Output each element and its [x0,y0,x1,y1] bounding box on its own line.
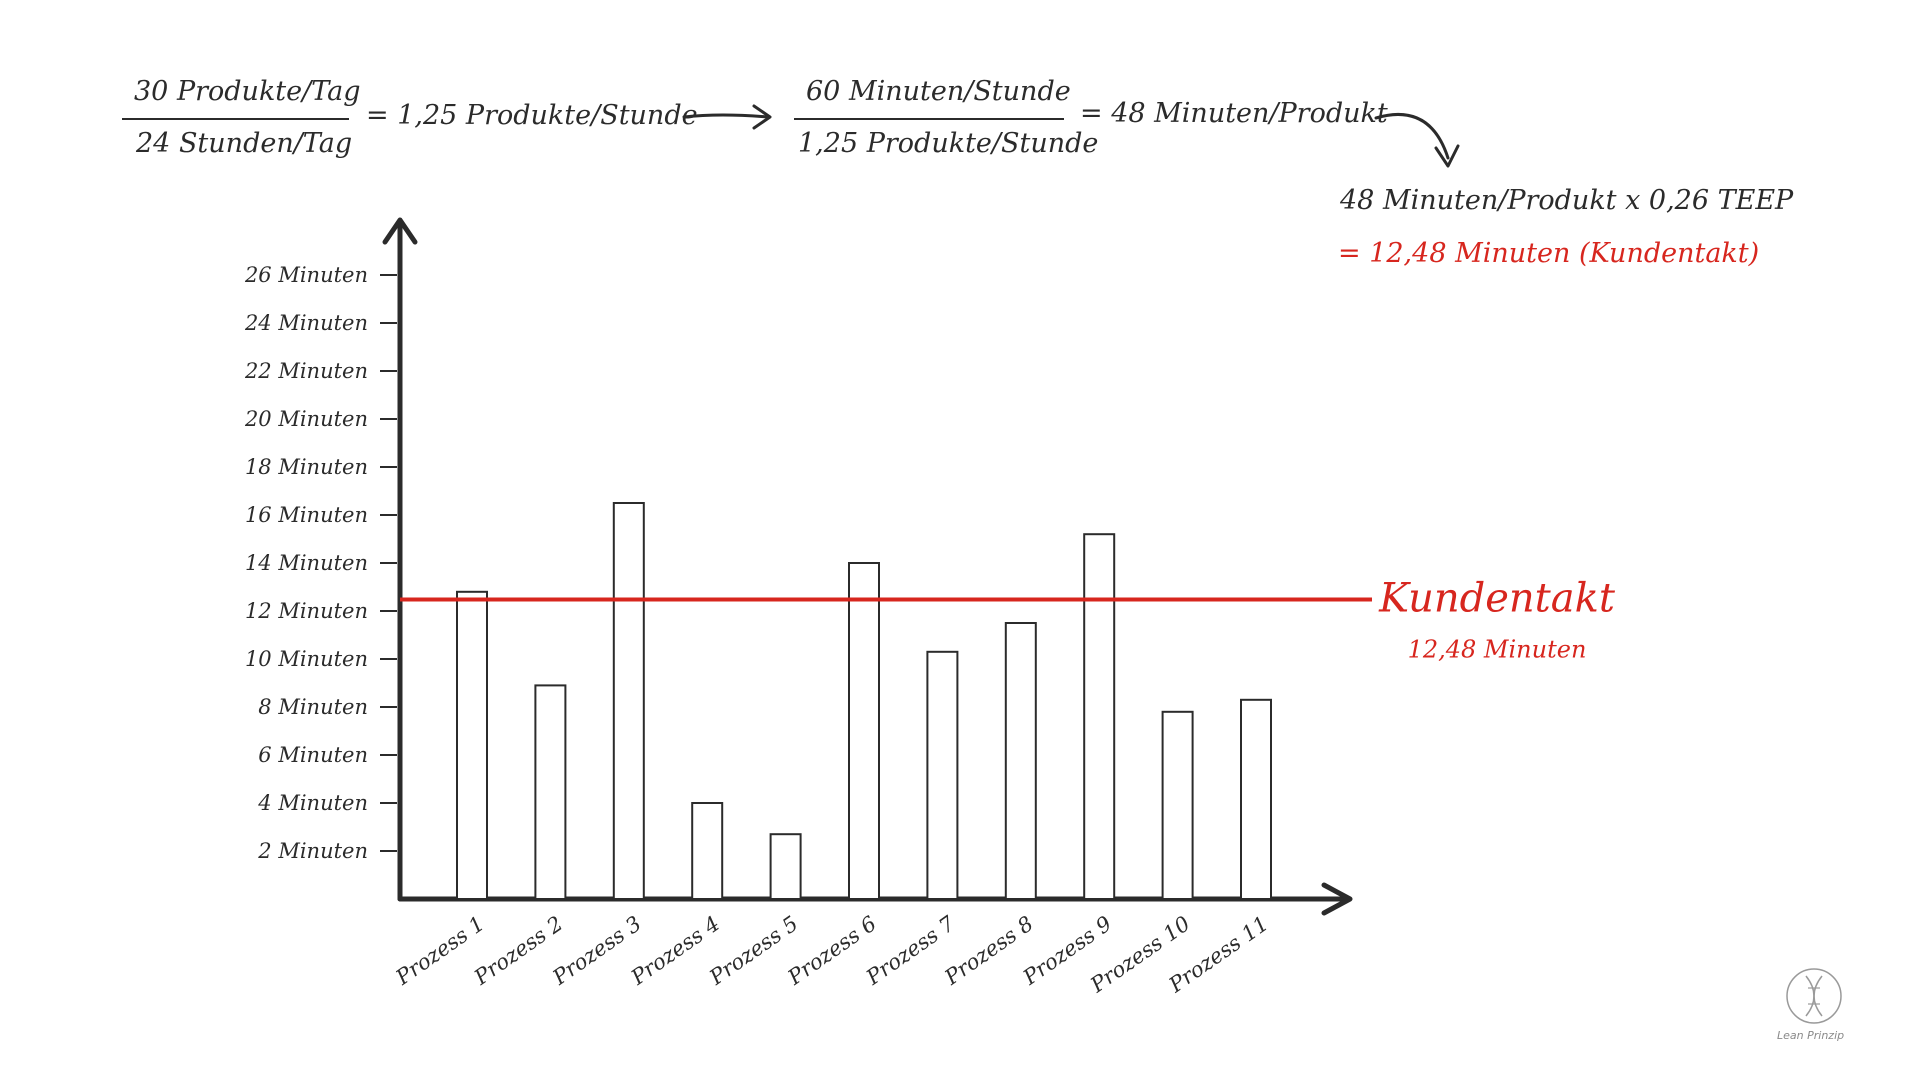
bar [848,562,880,900]
y-tick-label: 26 Minuten [244,263,368,287]
bar [926,650,959,900]
category-label: Prozess 4 [626,911,724,990]
category-label: Prozess 8 [940,911,1038,990]
y-tick-label: 18 Minuten [245,455,368,479]
teep-calculation: 48 Minuten/Produkt x 0,26 TEEP [1340,185,1794,216]
category-label: Prozess 5 [704,911,802,990]
y-tick-label: 20 Minuten [244,407,368,431]
bar [612,502,645,900]
y-axis-arrowhead [382,217,418,245]
y-tick-label: 2 Minuten [257,839,368,863]
y-tick-label: 14 Minuten [245,551,368,575]
y-tick-label: 10 Minuten [245,647,368,671]
takt-value-label: 12,48 Minuten [1408,635,1587,663]
y-tick-label: 4 Minuten [257,791,368,815]
fraction-bar-1 [122,118,349,120]
y-tick-label: 24 Minuten [244,311,368,335]
category-label: Prozess 3 [548,911,646,990]
y-tick-label: 22 Minuten [244,359,368,383]
takt-label: Kundentakt [1378,575,1616,621]
bar [1083,533,1116,900]
takt-result: = 12,48 Minuten (Kundentakt) [1338,238,1760,269]
formula-frac2-result: = 48 Minuten/Produkt [1080,98,1388,129]
bar [534,684,567,901]
arrow-right-icon [682,104,772,130]
category-label: Prozess 1 [391,911,489,990]
y-tick-label: 12 Minuten [245,599,368,623]
bar [456,590,488,900]
fraction-bar-2 [794,118,1064,120]
category-label: Prozess 2 [469,911,567,990]
category-label: Prozess 7 [861,911,960,990]
formula-frac1-denominator: 24 Stunden/Tag [136,128,353,159]
y-tick-label: 6 Minuten [258,743,368,767]
logo-text: Lean Prinzip [1777,1029,1845,1042]
lean-prinzip-logo-icon [1786,968,1842,1024]
y-tick-label: 8 Minuten [258,695,368,719]
bar [691,802,724,900]
formula-frac1-result: = 1,25 Produkte/Stunde [366,100,698,131]
formula-frac2-denominator: 1,25 Produkte/Stunde [798,128,1099,159]
category-label: Prozess 6 [783,911,881,990]
formula-frac2-numerator: 60 Minuten/Stunde [806,76,1071,107]
curved-arrow-icon [1374,113,1460,168]
bar [1161,710,1194,900]
bar [1240,698,1272,900]
bar [1004,622,1037,900]
y-tick-label: 16 Minuten [245,503,368,527]
x-axis-arrowhead [1321,882,1353,916]
formula-frac1-numerator: 30 Produkte/Tag [134,76,361,107]
bar [769,833,802,901]
